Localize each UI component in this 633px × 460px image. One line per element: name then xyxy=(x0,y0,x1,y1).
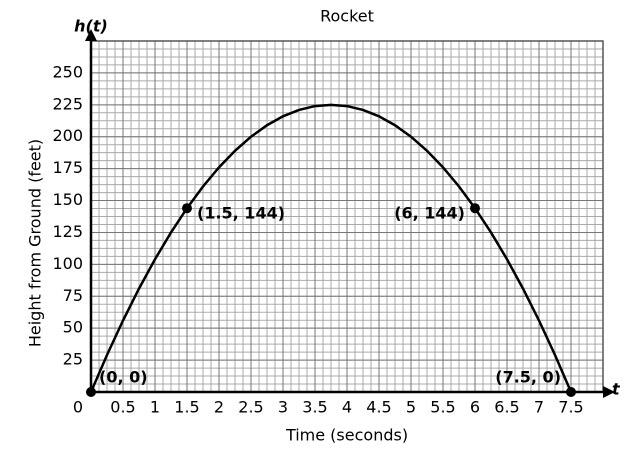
y-tick-label: 200 xyxy=(52,126,83,145)
x-tick-label: 7 xyxy=(534,398,544,417)
y-tick-label: 125 xyxy=(52,222,83,241)
x-tick-label: 0.5 xyxy=(110,398,135,417)
x-tick-label: 3 xyxy=(278,398,288,417)
point-label: (1.5, 144) xyxy=(197,204,285,223)
y-tick-label: 100 xyxy=(52,254,83,273)
x-tick-label: 5 xyxy=(406,398,416,417)
x-tick-label: 3.5 xyxy=(302,398,327,417)
x-axis-arrow xyxy=(603,386,615,398)
y-tick-label: 50 xyxy=(63,318,83,337)
point-label: (0, 0) xyxy=(99,368,148,387)
y-tick-label: 250 xyxy=(52,62,83,81)
y-axis-name: h(t) xyxy=(74,17,108,36)
y-tick-label: 175 xyxy=(52,158,83,177)
point xyxy=(566,387,576,397)
x-tick-label: 0 xyxy=(73,398,83,417)
x-tick-label: 4 xyxy=(342,398,352,417)
x-axis-label: Time (seconds) xyxy=(285,426,408,445)
x-tick-label: 1.5 xyxy=(174,398,199,417)
point-label: (7.5, 0) xyxy=(495,368,561,387)
x-tick-label: 5.5 xyxy=(430,398,455,417)
x-tick-label: 6.5 xyxy=(494,398,519,417)
y-tick-label: 75 xyxy=(63,286,83,305)
y-axis-arrow xyxy=(85,29,97,41)
point-label: (6, 144) xyxy=(394,204,465,223)
x-tick-label: 2.5 xyxy=(238,398,263,417)
point xyxy=(182,203,192,214)
curve xyxy=(89,103,573,393)
y-tick-label: 150 xyxy=(52,190,83,209)
point xyxy=(86,387,96,397)
y-tick-label: 225 xyxy=(52,94,83,113)
x-tick-label: 7.5 xyxy=(558,398,583,417)
point xyxy=(470,203,480,214)
x-tick-label: 4.5 xyxy=(366,398,391,417)
x-tick-label: 1 xyxy=(150,398,160,417)
chart-title: Rocket xyxy=(320,7,374,26)
x-axis-name: t xyxy=(612,380,621,399)
x-tick-label: 6 xyxy=(470,398,480,417)
y-tick-label: 25 xyxy=(63,350,83,369)
x-tick-label: 2 xyxy=(214,398,224,417)
y-axis-label: Height from Ground (feet) xyxy=(26,139,45,347)
